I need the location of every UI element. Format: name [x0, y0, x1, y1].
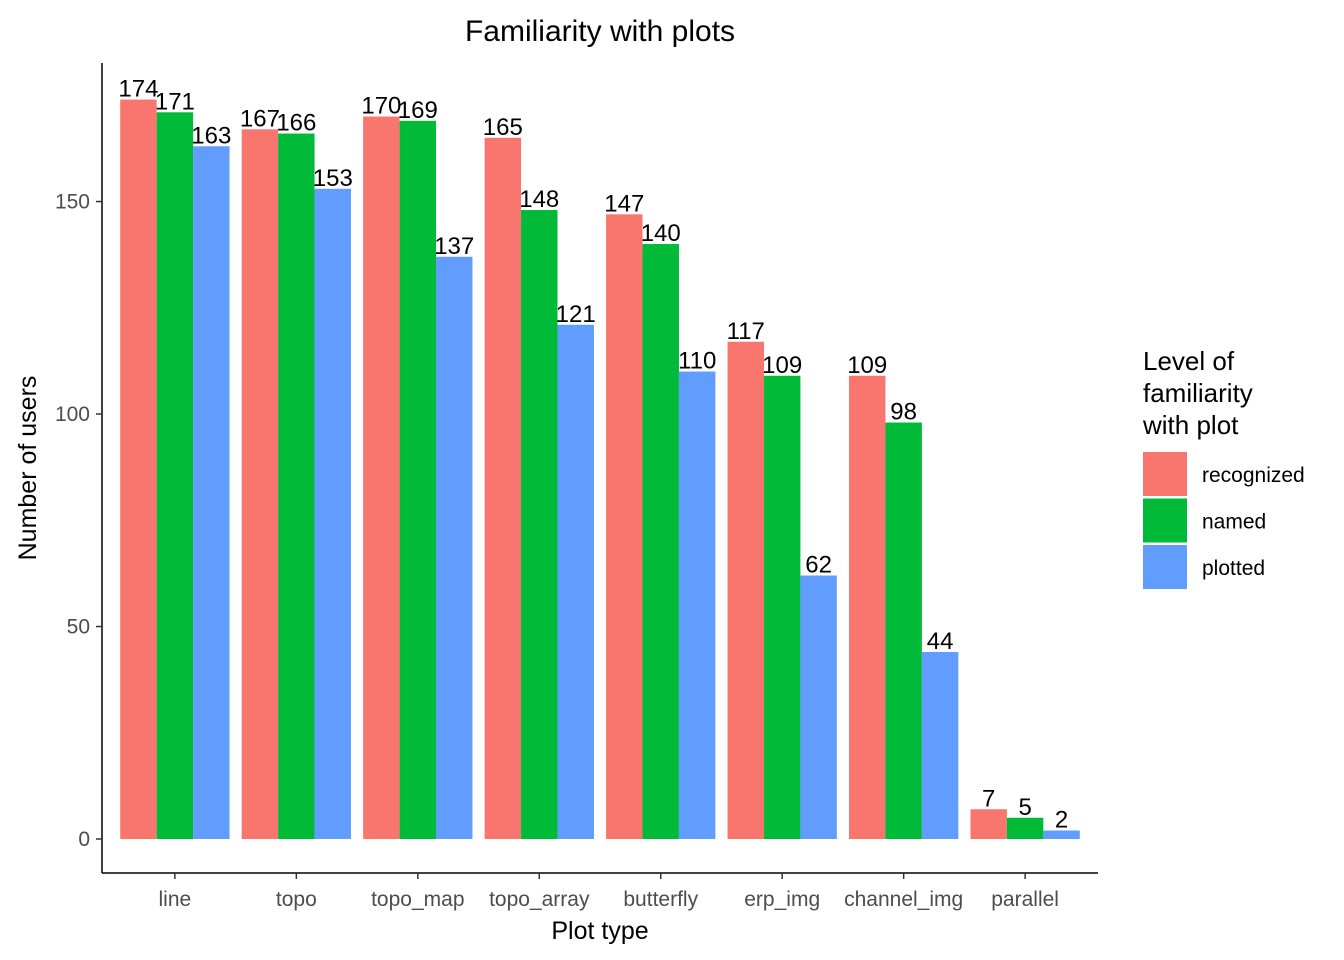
bar-channel_img-recognized: [849, 375, 886, 839]
bar-topo-recognized: [241, 129, 279, 840]
bar-label-topo_map-named: 169: [398, 97, 438, 124]
legend-title-line: Level of: [1143, 346, 1235, 376]
bar-erp_img-named: [763, 375, 801, 839]
bar-label-parallel-plotted: 2: [1055, 807, 1068, 834]
x-tick-label-topo_map: topo_map: [371, 888, 464, 911]
bar-label-topo-plotted: 153: [313, 165, 353, 192]
bar-label-channel_img-recognized: 109: [847, 352, 887, 379]
x-tick-label-channel_img: channel_img: [844, 888, 963, 911]
bar-label-channel_img-named: 98: [890, 399, 917, 426]
y-tick-label: 100: [55, 403, 90, 426]
legend-key-plotted: [1143, 545, 1187, 589]
bar-label-line-plotted: 163: [191, 122, 231, 149]
x-tick-label-topo_array: topo_array: [489, 888, 590, 911]
bar-line-plotted: [193, 146, 230, 840]
bar-butterfly-named: [642, 244, 679, 840]
bar-topo_map-recognized: [363, 116, 400, 840]
bar-label-erp_img-plotted: 62: [805, 552, 832, 579]
legend-title-line: familiarity: [1143, 378, 1253, 408]
y-tick-label: 150: [55, 191, 90, 214]
x-tick-label-butterfly: butterfly: [623, 888, 698, 911]
bar-label-topo_array-named: 148: [519, 186, 559, 213]
bar-butterfly-recognized: [606, 214, 643, 840]
y-axis-title: Number of users: [14, 376, 42, 561]
bar-label-butterfly-recognized: 147: [604, 190, 644, 217]
bar-label-parallel-named: 5: [1018, 794, 1031, 821]
bar-channel_img-named: [885, 422, 922, 839]
legend-key-recognized: [1143, 452, 1187, 496]
x-axis-title: Plot type: [551, 917, 648, 945]
bar-butterfly-plotted: [678, 371, 716, 839]
bar-topo-plotted: [314, 188, 351, 840]
bar-topo_array-recognized: [484, 137, 522, 840]
y-tick-label: 50: [67, 616, 90, 639]
legend-label-named: named: [1202, 511, 1266, 534]
bar-erp_img-plotted: [800, 575, 837, 839]
legend-label-recognized: recognized: [1202, 464, 1305, 487]
bar-label-erp_img-named: 109: [762, 352, 802, 379]
bar-label-line-named: 171: [155, 88, 195, 115]
bar-label-parallel-recognized: 7: [982, 785, 995, 812]
legend-title-line: with plot: [1142, 410, 1239, 440]
bar-parallel-recognized: [970, 809, 1007, 839]
bar-label-topo_array-recognized: 165: [483, 114, 523, 141]
bar-label-erp_img-recognized: 117: [727, 318, 765, 345]
bar-label-topo-recognized: 167: [240, 105, 280, 132]
bar-label-line-recognized: 174: [118, 76, 158, 103]
bar-label-topo-named: 166: [276, 110, 316, 137]
bar-label-butterfly-named: 140: [641, 220, 681, 247]
y-axis-ticks: 0 50 100 150: [55, 191, 102, 851]
bar-line-named: [156, 112, 194, 840]
x-tick-label-erp_img: erp_img: [744, 888, 820, 911]
bar-topo_array-named: [521, 210, 558, 840]
bar-topo_map-named: [399, 120, 437, 840]
bar-topo_map-plotted: [436, 256, 473, 839]
bar-label-topo_array-plotted: 121: [556, 301, 596, 328]
legend-key-named: [1143, 498, 1187, 543]
x-axis-ticks: line topo topo_map topo_array butterfly erp_i…: [159, 873, 1059, 911]
bar-parallel-plotted: [1043, 830, 1080, 839]
chart-title: Familiarity with plots: [465, 15, 735, 48]
x-tick-label-topo: topo: [276, 888, 317, 911]
x-tick-label-line: line: [159, 888, 192, 911]
bar-label-channel_img-plotted: 44: [927, 628, 954, 655]
y-tick-label: 0: [78, 828, 90, 851]
bar-line-recognized: [120, 99, 157, 840]
bar-erp_img-recognized: [727, 341, 764, 839]
bar-parallel-named: [1006, 817, 1044, 839]
bar-topo_array-plotted: [557, 324, 594, 839]
legend-label-plotted: plotted: [1202, 557, 1265, 580]
bar-label-topo_map-plotted: 137: [434, 233, 474, 260]
bar-channel_img-plotted: [921, 652, 959, 839]
bar-label-topo_map-recognized: 170: [361, 93, 401, 120]
bars-group: [120, 99, 1080, 840]
bar-topo-named: [278, 133, 315, 840]
bar-label-butterfly-plotted: 110: [678, 348, 716, 375]
x-tick-label-parallel: parallel: [991, 888, 1059, 911]
